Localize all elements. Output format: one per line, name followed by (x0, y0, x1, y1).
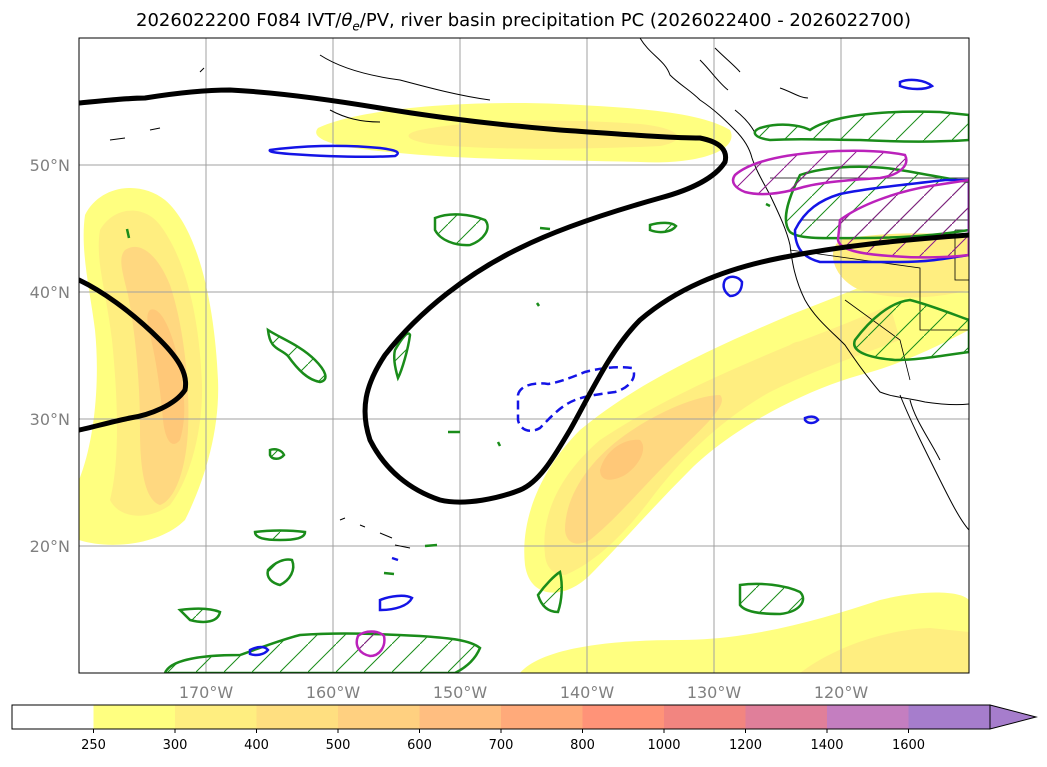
lat-tick-label: 50°N (30, 156, 70, 175)
map-layers (79, 38, 969, 673)
ivt-coast-patch (790, 341, 812, 355)
title-theta-sub: e (352, 19, 360, 34)
colorbar-tick-label: 300 (163, 738, 188, 753)
colorbar-tick-label: 1400 (810, 738, 843, 753)
colorbar-segment (582, 705, 665, 729)
lon-tick-label: 140°W (560, 683, 615, 702)
title-suffix: /PV, river basin precipitation PC (20260… (359, 10, 911, 31)
colorbar-segment (12, 705, 94, 729)
colorbar-segment (256, 705, 339, 729)
title-prefix: 2026022200 F084 IVT/ (136, 10, 342, 31)
map-title: 2026022200 F084 IVT/θe/PV, river basin p… (0, 10, 1047, 34)
colorbar-segment (338, 705, 420, 729)
colorbar: 250 300 400 500 600 700 800 1000 1200 1400 1600 (11, 704, 1038, 753)
colorbar-tick-label: 1200 (729, 738, 762, 753)
lon-tick-labels: 170°W 160°W 150°W 140°W 130°W 120°W (179, 683, 869, 702)
lat-tick-label: 30°N (30, 410, 70, 429)
colorbar-tick-label: 400 (244, 738, 269, 753)
colorbar-segment (664, 705, 746, 729)
lon-tick-label: 170°W (179, 683, 234, 702)
ivt-band-north-inner (408, 120, 678, 149)
ivt-plume-central-400 (565, 395, 722, 544)
coastlines (109, 38, 969, 549)
colorbar-tick-label: 600 (407, 738, 432, 753)
ivt-plume-west-500 (147, 309, 185, 444)
pv-contours (79, 87, 969, 505)
colorbar-tick-label: 1600 (892, 738, 925, 753)
lon-tick-label: 160°W (306, 683, 361, 702)
lat-tick-labels: 20°N 30°N 40°N 50°N (30, 156, 70, 556)
colorbar-segment (745, 705, 828, 729)
colorbar-segment (93, 705, 176, 729)
ivt-plume-central-500 (600, 439, 644, 480)
colorbar-segment (501, 705, 583, 729)
precip-green (125, 110, 969, 673)
ivt-plume-central-300 (544, 305, 900, 575)
lon-tick-label: 120°W (814, 683, 869, 702)
colorbar-tick-label: 1000 (647, 738, 680, 753)
colorbar-tick-label: 700 (489, 738, 514, 753)
lon-tick-label: 130°W (687, 683, 742, 702)
colorbar-segment (419, 705, 502, 729)
colorbar-extend-arrow (989, 704, 1038, 730)
colorbar-segment (908, 705, 991, 729)
colorbar-tick-label: 250 (81, 738, 106, 753)
title-theta: θ (341, 10, 353, 31)
lat-tick-label: 40°N (30, 283, 70, 302)
colorbar-tick-label: 500 (326, 738, 351, 753)
lon-tick-label: 150°W (433, 683, 488, 702)
colorbar-tick-label: 800 (570, 738, 595, 753)
lat-tick-label: 20°N (30, 537, 70, 556)
ivt-south-band-inner (800, 628, 969, 673)
colorbar-segment (175, 705, 257, 729)
map-frame (78, 37, 970, 674)
colorbar-segment (827, 705, 909, 729)
